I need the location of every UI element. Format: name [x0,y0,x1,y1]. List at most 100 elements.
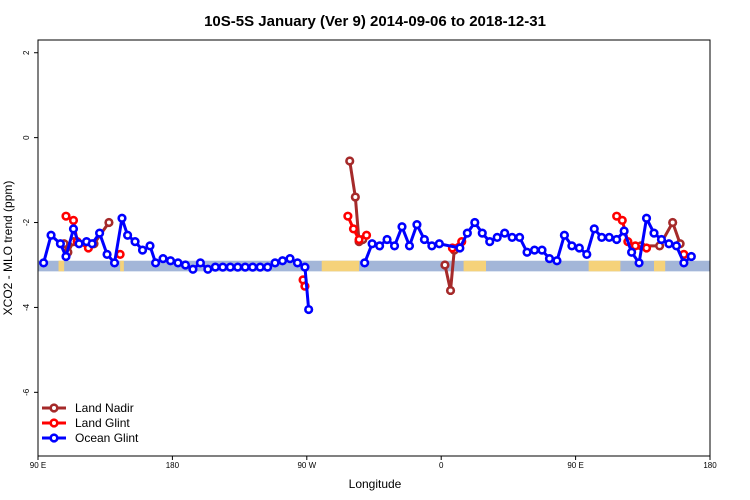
ocean-band [38,260,710,272]
data-point-ocean-glint [612,234,622,245]
data-point-ocean-glint [292,258,303,268]
data-point-ocean-glint [225,262,235,272]
y-tick-label: -4 [22,303,31,311]
land-band [120,260,124,272]
chart-title: 10S-5S January (Ver 9) 2014-09-06 to 201… [204,13,546,30]
data-point-ocean-glint [87,239,97,249]
data-point-land-glint [641,243,652,253]
y-axis-label: XCO2 - MLO trend (ppm) [1,181,15,316]
data-point-ocean-glint [404,241,415,251]
data-point-ocean-glint [537,245,547,255]
data-point-ocean-glint [300,262,310,272]
data-point-ocean-glint [180,260,191,270]
data-point-ocean-glint [552,256,562,266]
x-tick-label: 0 [439,461,444,470]
land-band [321,260,360,272]
data-point-ocean-glint [544,254,555,264]
data-point-ocean-glint [656,234,667,245]
data-point-ocean-glint [173,258,183,268]
data-point-land-nadir [350,192,360,202]
data-point-ocean-glint [567,241,577,251]
data-point-land-glint [343,211,353,221]
legend-label: Land Nadir [75,401,134,415]
data-point-ocean-glint [218,262,228,272]
data-point-ocean-glint [619,226,629,236]
data-point-ocean-glint [686,251,696,262]
data-point-land-glint [354,234,364,245]
data-point-land-nadir [104,217,114,228]
data-point-ocean-glint [102,249,112,259]
data-point-ocean-glint [649,228,659,238]
land-band [654,260,666,272]
data-point-ocean-glint [195,258,205,268]
data-point-ocean-glint [285,254,295,264]
x-axis: 90 E 180 90 W 0 90 E 180 [30,456,717,470]
data-point-ocean-glint [210,262,220,272]
x-tick-label: 180 [703,461,717,470]
legend-marker [49,403,59,413]
data-point-ocean-glint [46,230,56,240]
data-point-ocean-glint [94,228,105,238]
data-point-ocean-glint [277,256,288,266]
x-tick-label: 90 E [30,461,46,470]
legend-item-land-glint: Land Glint [42,416,130,430]
data-point-ocean-glint [455,243,465,253]
data-point-land-glint [361,230,372,240]
data-point-ocean-glint [522,247,532,257]
data-point-ocean-glint [427,241,437,251]
data-point-ocean-glint [375,241,385,251]
series-land-glint [61,211,689,291]
land-band [58,260,65,272]
data-point-ocean-glint [485,237,495,247]
data-point-land-glint [61,211,71,221]
data-point-ocean-glint [507,232,517,242]
data-point-ocean-glint [462,228,472,238]
data-point-ocean-glint [304,304,314,315]
data-point-ocean-glint [367,239,377,249]
data-point-ocean-glint [589,224,599,234]
data-point-ocean-glint [158,254,168,264]
data-point-ocean-glint [641,213,652,223]
legend-label: Land Glint [75,416,130,430]
data-point-land-nadir [445,285,456,296]
data-point-land-glint [68,215,79,226]
data-point-ocean-glint [117,213,127,223]
data-point-ocean-glint [122,230,133,240]
data-point-ocean-glint [203,264,213,274]
y-axis: 2 0 -2 -4 -6 [22,50,38,396]
data-point-land-glint [630,241,640,251]
data-point-ocean-glint [597,232,607,242]
data-point-ocean-glint [240,262,250,272]
data-point-ocean-glint [397,222,407,232]
data-point-ocean-glint [500,228,510,238]
plot-frame [37,39,711,457]
data-point-ocean-glint [470,217,480,228]
land-ocean-band [38,260,710,272]
data-point-ocean-glint [270,258,280,268]
data-point-land-nadir [440,260,450,270]
data-point-ocean-glint [68,224,79,234]
y-tick-label: -6 [22,388,31,396]
data-point-ocean-glint [529,245,540,255]
legend-marker [49,433,59,443]
data-point-ocean-glint [38,258,49,268]
legend-marker [49,418,59,428]
y-tick-label: -2 [22,218,31,226]
data-point-ocean-glint [55,239,66,249]
data-point-ocean-glint [255,262,265,272]
y-tick-label: 2 [22,50,31,55]
data-point-ocean-glint [165,256,176,266]
data-point-ocean-glint [233,262,243,272]
data-point-ocean-glint [130,237,140,247]
data-point-land-glint [612,211,622,221]
data-point-ocean-glint [559,230,570,240]
legend-item-ocean-glint: Ocean Glint [42,431,139,445]
data-point-land-glint [348,224,359,234]
data-point-ocean-glint [492,232,502,242]
data-point-ocean-glint [634,258,644,268]
data-point-ocean-glint [151,258,161,268]
data-point-ocean-glint [248,262,258,272]
data-point-ocean-glint [477,228,487,238]
